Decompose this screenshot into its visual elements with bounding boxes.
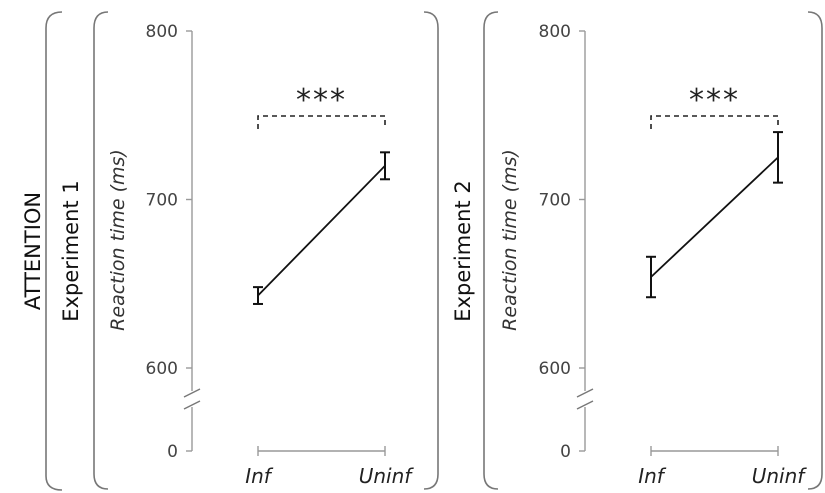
y-axis-label: Reaction time (ms)	[107, 149, 129, 331]
group-bracket	[45, 11, 63, 491]
significance-bracket	[650, 115, 779, 129]
y-tick-label: 600	[146, 359, 178, 379]
significance-stars: ***	[296, 83, 347, 118]
chart-panel-1: Experiment 1 Reaction time (ms) 0 600 700 800…	[59, 22, 414, 488]
panel-bracket	[93, 11, 439, 490]
x-tick-label: Inf	[638, 464, 667, 488]
experiment-label: Experiment 1	[59, 180, 83, 321]
y-tick-label: 700	[539, 191, 571, 211]
axis-break-mark	[183, 388, 201, 398]
experiment-label: Experiment 2	[451, 180, 475, 321]
axis-break-mark	[183, 400, 201, 410]
x-tick-label: Uninf	[359, 464, 415, 488]
x-tick-label: Uninf	[752, 464, 808, 488]
panel-bracket	[483, 11, 823, 490]
group-label: ATTENTION	[21, 192, 45, 310]
significance-bracket	[257, 115, 386, 129]
series-line	[650, 156, 779, 278]
series-line	[257, 165, 386, 297]
y-tick-label: 700	[146, 191, 178, 211]
y-axis-label: Reaction time (ms)	[499, 149, 521, 331]
y-tick-label: 800	[539, 22, 571, 42]
y-tick-label: 800	[146, 22, 178, 42]
x-tick-label: Inf	[245, 464, 274, 488]
chart-panel-2: Experiment 2 Reaction time (ms) 0 600 700 800…	[451, 22, 807, 488]
axis-break-mark	[576, 400, 594, 410]
y-tick-label: 0	[560, 442, 571, 462]
significance-stars: ***	[689, 83, 740, 118]
axis-break-mark	[576, 388, 594, 398]
y-tick-label: 0	[167, 442, 178, 462]
y-tick-label: 600	[539, 359, 571, 379]
